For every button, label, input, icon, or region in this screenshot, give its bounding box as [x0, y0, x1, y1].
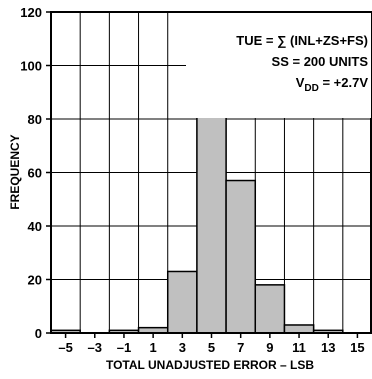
annotation-text: = +2.7V — [319, 75, 368, 90]
x-tick-label: –1 — [117, 340, 131, 355]
x-tick-label: –5 — [58, 340, 72, 355]
x-tick-label: –3 — [88, 340, 102, 355]
histogram-bar — [254, 284, 286, 334]
x-tick-label: 11 — [292, 340, 306, 355]
y-tick-label: 20 — [28, 273, 42, 288]
x-axis-title: TOTAL UNADJUSTED ERROR – LSB — [106, 358, 314, 372]
annotation-text: TUE = ∑ (INL+ZS+FS) — [236, 33, 368, 48]
histogram-bars — [50, 83, 344, 334]
x-tick-label: 5 — [208, 340, 215, 355]
annotation-background — [186, 13, 371, 118]
y-tick-label: 100 — [20, 59, 42, 74]
x-tick-label: 1 — [150, 340, 157, 355]
y-tick-label: 40 — [28, 219, 42, 234]
y-tick-label: 120 — [20, 5, 42, 20]
y-tick-label: 60 — [28, 166, 42, 181]
annotation-text: SS = 200 UNITS — [272, 54, 369, 69]
axes — [46, 11, 372, 338]
histogram-bar — [196, 83, 227, 334]
histogram-bar — [225, 179, 257, 334]
x-tick-label: 7 — [237, 340, 244, 355]
annotation-box: TUE = ∑ (INL+ZS+FS) SS = 200 UNITS VDD = +… — [186, 13, 371, 118]
y-tick-label: 0 — [35, 326, 42, 341]
x-tick-label: 3 — [179, 340, 186, 355]
x-tick-label: 13 — [321, 340, 335, 355]
annotation-subscript: DD — [304, 83, 318, 94]
annotation-text: V — [296, 75, 305, 90]
histogram-bar — [166, 270, 198, 334]
annotation-line: SS = 200 UNITS — [272, 54, 369, 69]
y-axis-title: FREQUENCY — [8, 134, 22, 209]
annotation-line: TUE = ∑ (INL+ZS+FS) — [236, 33, 368, 48]
x-tick-label: 9 — [266, 340, 273, 355]
annotation-line: VDD = +2.7V — [296, 75, 369, 94]
histogram-bar — [283, 324, 315, 334]
y-tick-label: 80 — [28, 112, 42, 127]
x-tick-label: 15 — [350, 340, 364, 355]
